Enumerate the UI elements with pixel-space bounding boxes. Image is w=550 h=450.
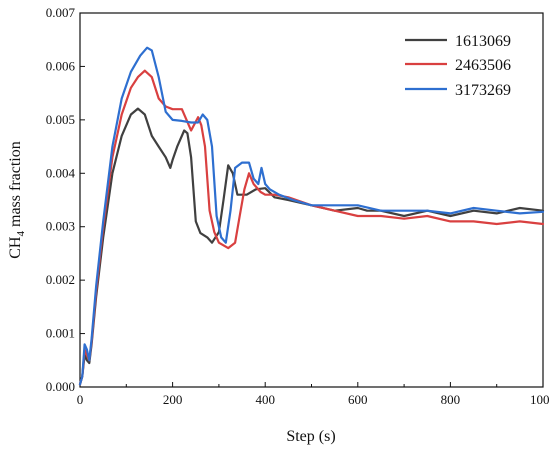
- legend: 1613069 2463506 3173269: [405, 33, 511, 99]
- x-tick-label: 600: [348, 392, 368, 407]
- series-line-1613069: [78, 107, 545, 386]
- series-line-3173269: [78, 46, 545, 386]
- y-axis-title-rest: mass fraction: [7, 141, 24, 231]
- y-axis-title-subscript: 4: [15, 231, 27, 237]
- y-axis-title-main: CH: [7, 236, 24, 259]
- y-tick-label: 0.004: [46, 165, 76, 180]
- legend-label-2: 3173269: [455, 82, 511, 99]
- legend-label-0: 1613069: [455, 33, 511, 50]
- legend-label-1: 2463506: [455, 57, 511, 74]
- y-tick-label: 0.007: [46, 5, 76, 20]
- x-axis-title: Step (s): [286, 428, 335, 445]
- x-tick-label: 400: [255, 392, 275, 407]
- y-tick-label: 0.002: [46, 272, 75, 287]
- series-layer: [78, 46, 545, 386]
- y-tick-label: 0.000: [46, 379, 75, 394]
- x-tick-label: 0: [77, 392, 84, 407]
- y-tick-label: 0.001: [46, 326, 75, 341]
- x-tick-label: 200: [163, 392, 183, 407]
- x-tick-label: 800: [441, 392, 461, 407]
- y-axis: 0.000 0.001 0.002 0.003 0.004 0.005 0.006 0.007: [46, 5, 85, 394]
- y-tick-label: 0.005: [46, 112, 75, 127]
- y-axis-title: CH4 mass fraction: [7, 141, 27, 258]
- y-tick-label: 0.006: [46, 58, 76, 73]
- y-tick-label: 0.003: [46, 219, 75, 234]
- series-line-2463506: [78, 69, 545, 386]
